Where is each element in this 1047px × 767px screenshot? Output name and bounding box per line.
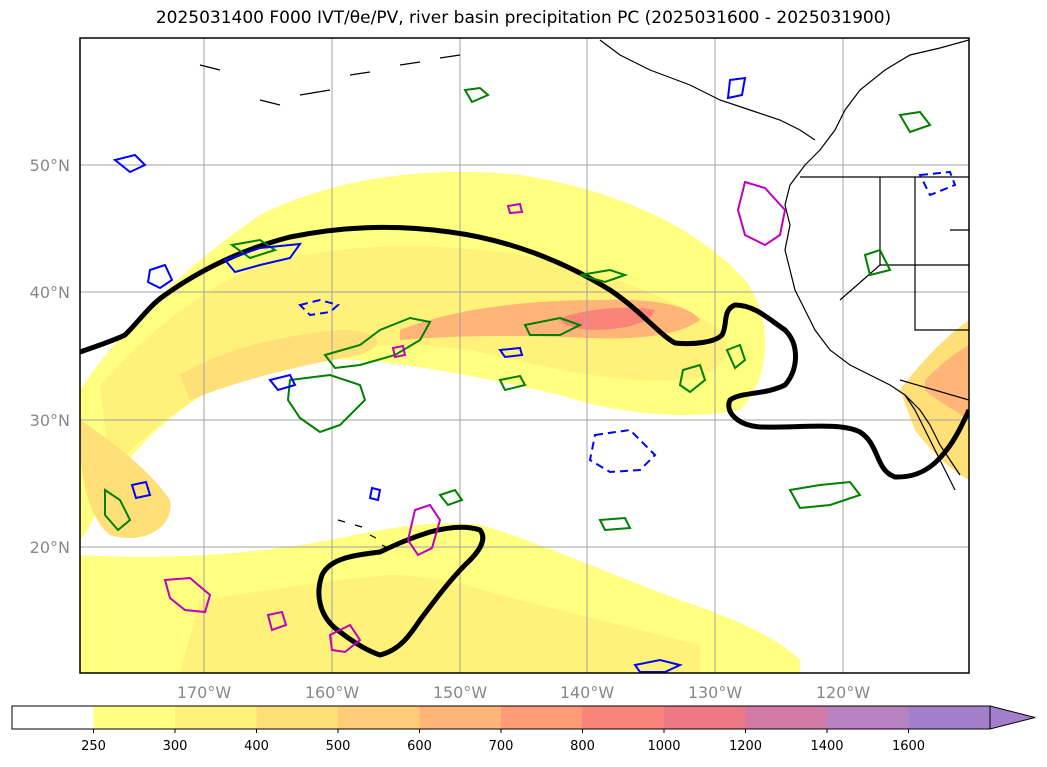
colorbar-swatch — [175, 706, 257, 729]
basin-outline — [506, 202, 524, 215]
ivt-band-mid — [180, 330, 378, 400]
colorbar-label: 800 — [570, 739, 595, 754]
pv-contour — [788, 480, 862, 510]
figure-title: 2025031400 F000 IVT/θe/PV, river basin p… — [155, 8, 892, 28]
colorbar-swatch — [338, 706, 420, 729]
pv-contour — [104, 488, 132, 532]
alaska-coast — [599, 39, 816, 141]
colorbar-swatch — [256, 706, 339, 729]
lon-label: 140°W — [560, 683, 615, 702]
theta-e-line-north — [80, 224, 969, 480]
colorbar-label: 1600 — [892, 739, 925, 754]
colorbar: 250 300 400 500 600 700 800 1000 1200 1400 1600 — [11, 705, 1036, 754]
map-frame — [79, 37, 970, 674]
pv-contour — [523, 316, 583, 336]
pv-contour — [112, 153, 147, 174]
colorbar-label: 1400 — [810, 739, 843, 754]
colorbar-label: 1200 — [729, 739, 762, 754]
ivt-core-max — [560, 307, 655, 330]
colorbar-swatch — [908, 706, 991, 729]
colorbar-swatch — [419, 706, 502, 729]
pv-contour — [438, 488, 464, 507]
pv-contour — [268, 373, 297, 392]
pv-contour — [579, 268, 629, 284]
north-america-coast — [784, 39, 969, 476]
pv-contour — [368, 486, 382, 502]
colorbar-label: 1000 — [647, 739, 680, 754]
pv-contour — [463, 86, 490, 104]
pv-contour — [323, 316, 432, 370]
pv-contours-negative — [112, 76, 957, 673]
ivt-band-north — [80, 171, 766, 541]
baja-california — [904, 394, 956, 491]
pv-contour — [588, 428, 657, 474]
ivt-shading — [80, 171, 969, 673]
basin-outline — [328, 623, 362, 654]
latitude-labels: 50°N 40°N 30°N 20°N — [30, 156, 70, 557]
ivt-band-west — [80, 420, 171, 539]
colorbar-swatch — [664, 706, 746, 729]
colorbar-label: 250 — [81, 739, 106, 754]
ivt-band-south-inner — [180, 575, 700, 673]
lon-label: 170°W — [177, 683, 232, 702]
colorbar-swatch — [827, 706, 909, 729]
theta-e-line-south — [316, 524, 486, 658]
colorbar-label: 700 — [489, 739, 514, 754]
pv-contour — [918, 170, 957, 197]
colorbar-label: 500 — [326, 739, 351, 754]
basin-outline — [391, 344, 407, 359]
pv-contour — [678, 363, 707, 394]
pv-contour — [898, 110, 932, 134]
pv-contour — [130, 480, 152, 500]
aleutian-islands — [199, 54, 461, 106]
lat-label: 30°N — [30, 411, 70, 430]
state-borders — [839, 177, 969, 401]
pv-contour — [725, 343, 747, 370]
lat-label: 50°N — [30, 156, 70, 175]
colorbar-swatch — [745, 706, 828, 729]
pv-contour — [298, 298, 341, 317]
lon-label: 130°W — [688, 683, 743, 702]
pv-contour — [146, 263, 174, 290]
basin-outline — [266, 610, 288, 632]
ivt-coastal-core — [925, 345, 969, 420]
longitude-labels: 170°W 160°W 150°W 140°W 130°W 120°W — [177, 683, 871, 702]
lon-label: 150°W — [433, 683, 488, 702]
pv-contour — [726, 76, 747, 100]
lon-label: 120°W — [816, 683, 871, 702]
coastlines — [199, 39, 969, 549]
basin-outline — [406, 503, 442, 557]
colorbar-label: 400 — [244, 739, 269, 754]
pv-contour — [598, 516, 632, 532]
pv-contour — [498, 346, 524, 359]
lon-label: 160°W — [305, 683, 360, 702]
basin-outline — [736, 180, 787, 247]
lat-label: 20°N — [30, 538, 70, 557]
colorbar-swatch — [582, 706, 665, 729]
colorbar-swatch — [12, 706, 94, 729]
river-basins — [163, 180, 787, 654]
pv-contours-positive — [104, 86, 932, 532]
map-plot-area — [80, 38, 969, 673]
colorbar-label: 600 — [407, 739, 432, 754]
colorbar-swatch — [501, 706, 583, 729]
colorbar-swatch — [93, 706, 176, 729]
graticule — [80, 38, 969, 673]
pv-contour — [223, 242, 303, 274]
colorbar-extend-arrow — [989, 705, 1036, 730]
pv-contour — [633, 658, 683, 673]
pv-contour — [498, 374, 527, 392]
theta-e-contour — [80, 224, 969, 658]
basin-outline — [163, 576, 212, 614]
hawaiian-islands — [337, 519, 389, 549]
lat-label: 40°N — [30, 283, 70, 302]
pv-contour — [286, 373, 367, 434]
colorbar-label: 300 — [163, 739, 188, 754]
pv-contour — [863, 248, 892, 277]
